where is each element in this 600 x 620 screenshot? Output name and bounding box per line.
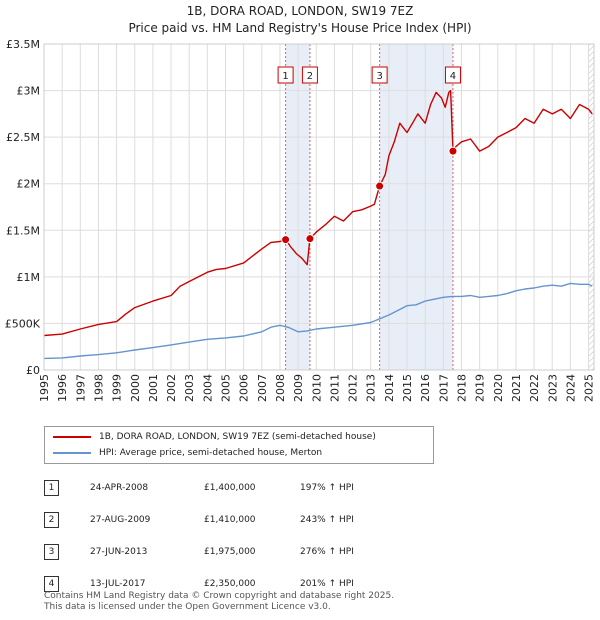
plot-frame [43,43,595,371]
sale-hpi-change: 276% ↑ HPI [300,547,354,557]
table-row: 2 27-AUG-2009 £1,410,000 243% ↑ HPI [44,504,410,536]
future-hatch [588,44,594,370]
sale-marker-box [277,66,294,84]
legend: 1B, DORA ROAD, LONDON, SW19 7EZ (semi-de… [44,426,434,464]
y-tick-label: £500K [5,317,41,330]
series-line-hpi [43,282,593,360]
sale-date: 13-JUL-2017 [90,579,146,589]
table-row: 3 27-JUN-2013 £1,975,000 276% ↑ HPI [44,536,410,568]
sale-price: £1,975,000 [204,547,256,557]
sale-price: £1,400,000 [204,483,256,493]
x-tick-label: 2008 [274,374,287,402]
price-chart: 1 2 3 4 £0 £500K £1M £1.5M £2M £2.5M £3M £3.5M 1995… [5,38,596,402]
x-tick-label: 2010 [310,374,323,402]
x-tick-label: 2025 [583,374,596,402]
x-tick-label: 2012 [347,374,360,402]
x-tick-label: 2016 [419,374,432,402]
x-tick-label: 1996 [56,374,69,402]
x-tick-label: 2015 [401,374,414,402]
sale-point [448,146,458,156]
x-tick-label: 1998 [92,374,105,402]
x-tick-label: 2013 [365,374,378,402]
sale-date: 24-APR-2008 [90,483,149,493]
legend-label-property: 1B, DORA ROAD, LONDON, SW19 7EZ (semi-de… [99,432,376,442]
x-tick-label: 2014 [383,374,396,402]
y-tick-label: £2M [17,178,41,191]
x-tick-label: 2009 [292,374,305,402]
sale-marker-label: 4 [450,71,456,82]
x-tick-label: 1999 [111,374,124,402]
sale-point [305,234,315,244]
x-tick-label: 2018 [455,374,468,402]
y-tick-label: £3.5M [6,38,40,51]
x-tick-label: 2011 [328,374,341,402]
sale-date: 27-JUN-2013 [90,547,148,557]
chart-title-block: 1B, DORA ROAD, LONDON, SW19 7EZ Price pa… [0,0,600,37]
chart-subtitle: Price paid vs. HM Land Registry's House … [128,21,472,35]
x-tick-label: 1995 [38,374,51,402]
sale-hpi-change: 197% ↑ HPI [300,483,354,493]
sale-marker-box [444,66,461,84]
table-row: 1 24-APR-2008 £1,400,000 197% ↑ HPI [44,472,410,504]
x-tick-label: 2023 [546,374,559,402]
sale-date: 27-AUG-2009 [90,515,151,525]
x-tick-label: 2022 [528,374,541,402]
y-tick-label: £0 [26,364,40,377]
x-tick-label: 2024 [564,374,577,402]
sale-point [281,235,291,245]
sale-number-badge: 3 [44,544,59,560]
shaded-span [379,44,453,370]
x-tick-label: 2007 [256,374,269,402]
footer: Contains HM Land Registry data © Crown c… [44,591,394,613]
legend-label-hpi: HPI: Average price, semi-detached house,… [99,448,323,458]
x-tick-label: 2005 [220,374,233,402]
sale-price: £1,410,000 [204,515,256,525]
x-tick-label: 2020 [492,374,505,402]
y-tick-label: £2.5M [6,131,40,144]
sale-hpi-change: 243% ↑ HPI [300,515,354,525]
legend-item-property: 1B, DORA ROAD, LONDON, SW19 7EZ (semi-de… [53,430,376,444]
sale-marker-label: 2 [307,71,313,82]
x-tick-label: 1997 [74,374,87,402]
x-tick-label: 2006 [238,374,251,402]
legend-swatch-hpi [53,452,91,454]
x-tick-label: 2017 [437,374,450,402]
sale-price: £2,350,000 [204,579,256,589]
sale-number-badge: 4 [44,576,59,592]
footer-copyright: Contains HM Land Registry data © Crown c… [44,591,395,601]
plot-area [44,44,594,370]
footer-licence: This data is licensed under the Open Gov… [44,602,331,612]
sale-point [375,181,385,191]
table-row: 4 13-JUL-2017 £2,350,000 201% ↑ HPI [44,568,410,600]
y-tick-label: £1.5M [6,224,40,237]
chart-title: 1B, DORA ROAD, LONDON, SW19 7EZ [186,4,414,18]
sale-marker-box [371,66,388,84]
y-tick-label: £3M [17,85,41,98]
x-tick-label: 2004 [201,374,214,402]
x-tick-label: 2021 [510,374,523,402]
sale-marker-label: 3 [376,71,382,82]
x-tick-label: 2019 [474,374,487,402]
legend-item-hpi: HPI: Average price, semi-detached house,… [53,446,322,460]
x-tick-label: 2000 [129,374,142,402]
x-tick-label: 2003 [183,374,196,402]
sale-number-badge: 1 [44,480,59,496]
sale-number-badge: 2 [44,512,59,528]
sale-marker-label: 1 [282,71,288,82]
sale-marker-box [301,66,318,84]
sales-table: 1 24-APR-2008 £1,400,000 197% ↑ HPI 2 27… [44,472,410,600]
y-tick-label: £1M [17,271,41,284]
sale-hpi-change: 201% ↑ HPI [300,579,354,589]
x-tick-label: 2001 [147,374,160,402]
x-tick-label: 2002 [165,374,178,402]
legend-swatch-property [53,436,91,438]
